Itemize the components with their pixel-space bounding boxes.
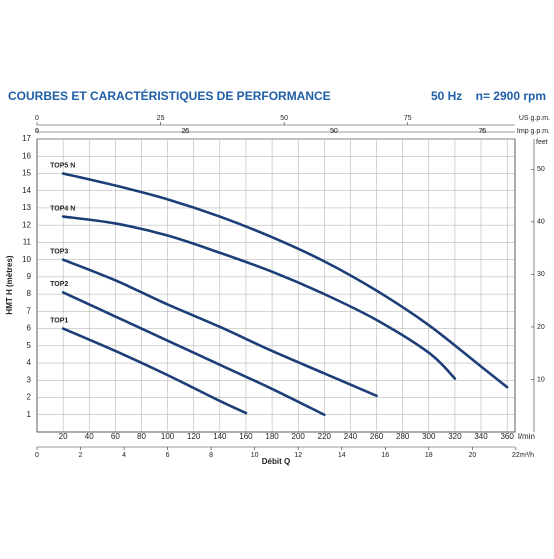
y-tick-label: 13 bbox=[22, 203, 31, 212]
y-tick-label: 3 bbox=[27, 375, 32, 384]
x-tick-label: 340 bbox=[474, 432, 488, 441]
curve-label: TOP4 N bbox=[50, 205, 75, 212]
bottom-tick-label: 6 bbox=[166, 452, 170, 459]
top-axis-label: US g.p.m. bbox=[519, 115, 550, 122]
y-tick-label: 2 bbox=[27, 393, 32, 402]
bottom-tick-label: 4 bbox=[122, 452, 126, 459]
x-tick-label: 220 bbox=[318, 432, 332, 441]
curve bbox=[61, 291, 326, 417]
top-tick-label: 50 bbox=[280, 115, 288, 122]
x-tick-label: 120 bbox=[187, 432, 201, 441]
x-tick-label: 40 bbox=[85, 432, 94, 441]
top-tick-label: 0 bbox=[35, 115, 39, 122]
x-tick-label: 20 bbox=[59, 432, 68, 441]
x-tick-label: 360 bbox=[500, 432, 514, 441]
bottom-tick-label: 20 bbox=[468, 452, 476, 459]
right-tick-label: 30 bbox=[537, 271, 545, 278]
bottom-tick-label: 16 bbox=[381, 452, 389, 459]
x-tick-label: 100 bbox=[161, 432, 175, 441]
y-tick-label: 14 bbox=[22, 186, 31, 195]
x-tick-label: 260 bbox=[370, 432, 384, 441]
curve bbox=[61, 258, 378, 398]
x-tick-label: 60 bbox=[111, 432, 120, 441]
x-axis-label: Débit Q bbox=[262, 457, 290, 466]
x-tick-label: 140 bbox=[213, 432, 227, 441]
curve bbox=[61, 172, 509, 389]
y-axis-label: HMT H (mètres) bbox=[5, 255, 14, 314]
bottom-tick-label: 2 bbox=[79, 452, 83, 459]
y-tick-label: 8 bbox=[27, 289, 32, 298]
y-tick-label: 12 bbox=[22, 220, 31, 229]
bottom-axis-label: m³/h bbox=[520, 452, 534, 459]
x-tick-label: 320 bbox=[448, 432, 462, 441]
y-tick-label: 9 bbox=[27, 272, 32, 281]
bottom-tick-label: 0 bbox=[35, 452, 39, 459]
y-tick-label: 10 bbox=[22, 255, 31, 264]
x-tick-label: 160 bbox=[239, 432, 253, 441]
y-tick-label: 16 bbox=[22, 151, 31, 160]
y-tick-label: 7 bbox=[27, 306, 32, 315]
right-tick-label: 10 bbox=[537, 376, 545, 383]
top-tick-label: 25 bbox=[157, 115, 165, 122]
top-tick-label: 75 bbox=[478, 128, 486, 135]
top-tick-label: 50 bbox=[330, 128, 338, 135]
y-tick-label: 1 bbox=[27, 410, 32, 419]
chart-subtitle: 50 Hz n= 2900 rpm bbox=[431, 89, 546, 103]
right-axis-label: feet bbox=[536, 139, 548, 146]
bottom-tick-label: 18 bbox=[425, 452, 433, 459]
x-tick-label: 200 bbox=[292, 432, 306, 441]
top-tick-label: 75 bbox=[404, 115, 412, 122]
y-tick-label: 15 bbox=[22, 169, 31, 178]
curve-label: TOP5 N bbox=[50, 162, 75, 169]
chart-title: COURBES ET CARACTÉRISTIQUES DE PERFORMAN… bbox=[8, 88, 331, 103]
x-tick-label: 280 bbox=[396, 432, 410, 441]
top-tick-label: 0 bbox=[35, 128, 39, 135]
top-tick-label: 25 bbox=[182, 128, 190, 135]
bottom-tick-label: 12 bbox=[294, 452, 302, 459]
curve-label: TOP1 bbox=[50, 317, 68, 324]
curve-label: TOP2 bbox=[50, 281, 68, 288]
top-axis-label: Imp g.p.m. bbox=[517, 128, 550, 135]
x-tick-label: 180 bbox=[265, 432, 279, 441]
x-tick-label: 240 bbox=[344, 432, 358, 441]
y-tick-label: 17 bbox=[22, 134, 31, 143]
y-tick-label: 4 bbox=[27, 358, 32, 367]
right-tick-label: 20 bbox=[537, 324, 545, 331]
bottom-tick-label: 22 bbox=[512, 452, 520, 459]
bottom-tick-label: 10 bbox=[251, 452, 259, 459]
curve bbox=[61, 215, 457, 380]
curve-label: TOP3 bbox=[50, 248, 68, 255]
x-tick-label: 80 bbox=[137, 432, 146, 441]
y-tick-label: 6 bbox=[27, 324, 32, 333]
y-tick-label: 11 bbox=[23, 238, 32, 247]
right-tick-label: 40 bbox=[537, 219, 545, 226]
bottom-tick-label: 8 bbox=[209, 452, 213, 459]
right-tick-label: 50 bbox=[537, 166, 545, 173]
bottom-tick-label: 14 bbox=[338, 452, 346, 459]
y-tick-label: 5 bbox=[27, 341, 32, 350]
curve bbox=[61, 327, 248, 415]
x-axis-unit: l/min bbox=[518, 432, 535, 441]
x-tick-label: 300 bbox=[422, 432, 436, 441]
